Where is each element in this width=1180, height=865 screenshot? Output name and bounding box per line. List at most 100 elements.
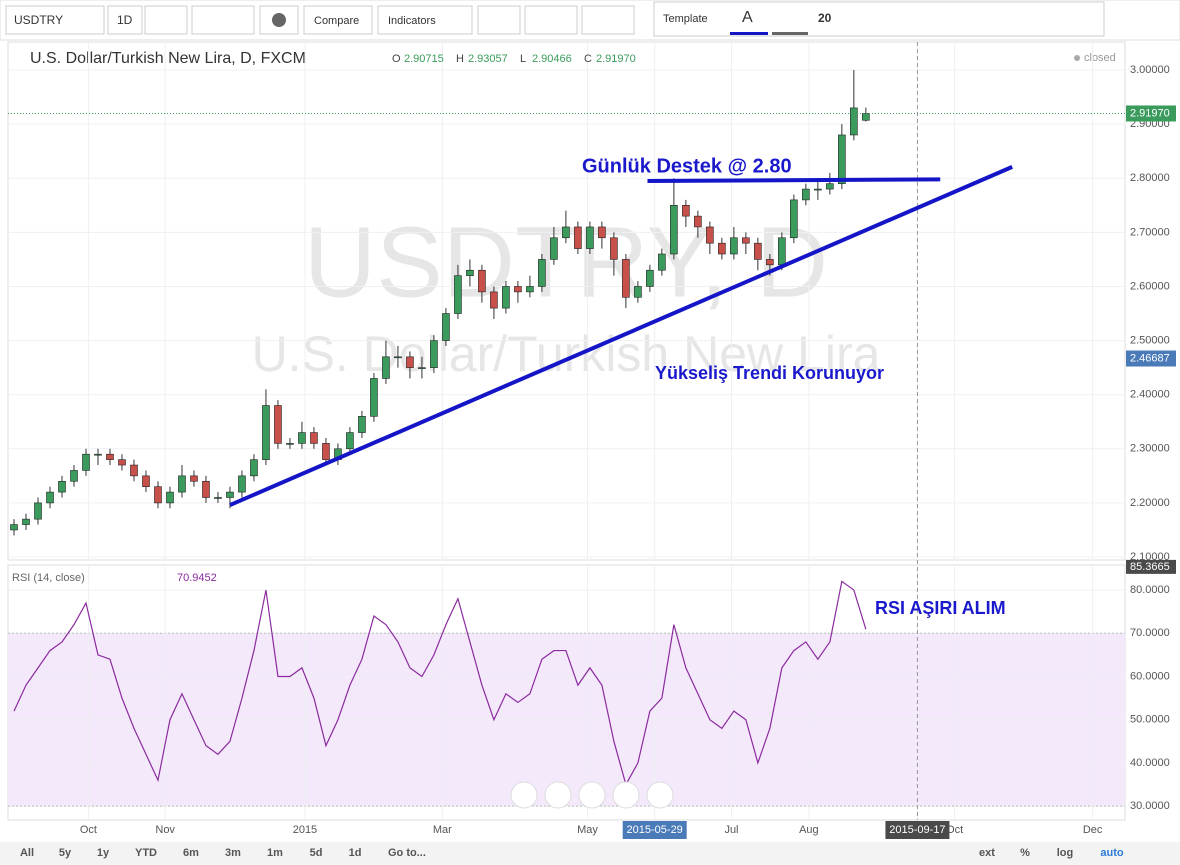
chart-style-button[interactable] [191,5,255,35]
indicators-button[interactable] [377,5,473,35]
ohlc-value: 2.93057 [468,53,508,65]
ohlc-value: 2.90715 [404,53,444,65]
candle-body [634,286,642,298]
annotation-line [647,177,941,183]
candle-body [646,269,654,287]
x-tick-label: Dec [1083,824,1103,836]
range-button[interactable]: 1y [97,847,110,859]
y-tick-label: 2.50000 [1130,334,1170,346]
candle-body [322,443,330,460]
option-button[interactable]: log [1057,847,1074,859]
option-button[interactable]: auto [1100,847,1124,859]
candle-body [346,432,354,450]
nav-button[interactable] [510,781,538,809]
last-price-tag [1126,105,1176,122]
range-button[interactable]: 5y [59,847,72,859]
candle-body [862,113,870,121]
rsi-top-label: 85.3665 [1130,561,1170,573]
candle-body [814,188,822,191]
candle-body [622,259,630,298]
ohlc-letter: C [584,53,592,65]
range-button[interactable]: 6m [183,847,199,859]
x-tick-label: Jul [724,824,738,836]
candle-body [34,502,42,520]
text-tool[interactable]: A [742,9,753,26]
candle-body [94,453,102,456]
candle-body [526,286,534,293]
candle-body [274,405,282,444]
candle-body [442,313,450,341]
candle-body [478,269,486,293]
candle-body [418,367,426,369]
candle-body [298,432,306,444]
candle-body [574,226,582,249]
candle-body [754,242,762,260]
candle-body [130,464,138,477]
range-button[interactable]: YTD [135,847,157,859]
y-tick-label: 2.20000 [1130,497,1170,509]
nav-button[interactable] [646,781,674,809]
candle-body [22,518,30,525]
goto-button[interactable]: Go to... [388,847,426,859]
candle-body [454,275,462,314]
nav-button[interactable] [612,781,640,809]
candle-body [154,486,162,504]
font-size[interactable]: 20 [818,11,832,25]
ideas-button[interactable] [524,5,578,35]
crosshair-price: 2.46687 [1130,352,1170,364]
range-button[interactable]: 1m [267,847,283,859]
interval-box[interactable] [107,5,143,35]
compare-button[interactable] [303,5,373,35]
rsi-line [13,580,867,787]
candle-body [358,416,366,433]
x-tick-highlight [885,821,950,839]
candle-body [82,453,90,471]
y-tick-label: 2.40000 [1130,389,1170,401]
y-tick-label: 70.0000 [1130,627,1170,639]
candle-body [178,475,186,493]
candle-body [838,134,846,184]
x-tick-label: Nov [155,824,175,836]
candle-body [202,480,210,498]
annotation-text: Günlük Destek @ 2.80 [582,155,792,177]
option-button[interactable]: % [1020,847,1030,859]
y-tick-label: 2.80000 [1130,172,1170,184]
rsi-top-tag [1126,559,1176,574]
range-button[interactable]: 1d [349,847,362,859]
candle-body [118,459,126,466]
candle-body [514,286,522,293]
annotation-line [229,165,1014,507]
candle-body [262,405,270,460]
candle-body [766,259,774,266]
candle-body [610,237,618,260]
status-dot [1074,55,1080,61]
ohlc-value: 2.90466 [532,53,572,65]
indicators: Indicators [388,15,436,27]
nav-button[interactable] [578,781,606,809]
candle-body [706,226,714,244]
range-button[interactable]: 5d [310,847,323,859]
range-button[interactable]: 3m [225,847,241,859]
candle-body [406,356,414,368]
candle-body [10,524,18,531]
y-tick-label: 80.0000 [1130,584,1170,596]
alert-button[interactable] [477,5,521,35]
x-tick-label: Aug [799,824,819,836]
menu-button[interactable] [144,5,188,35]
symbol-box[interactable] [5,5,105,35]
nav-button[interactable] [544,781,572,809]
candle-body [70,470,78,482]
rsi-value: 70.9452 [177,572,217,584]
annotation-text: RSI AŞIRI ALIM [875,598,1006,618]
candle-body [502,286,510,309]
candle-body [742,237,750,244]
option-button[interactable]: ext [979,847,995,859]
candle-body [226,491,234,498]
undo-redo[interactable] [581,5,635,35]
chart-title: U.S. Dollar/Turkish New Lira, D, FXCM [30,50,306,67]
candle-body [682,205,690,217]
range-button[interactable]: All [20,847,34,859]
rsi-title: RSI (14, close) [12,572,85,584]
annotation-text: Yükseliş Trendi Korunuyor [655,363,884,383]
y-tick-label: 50.0000 [1130,714,1170,726]
